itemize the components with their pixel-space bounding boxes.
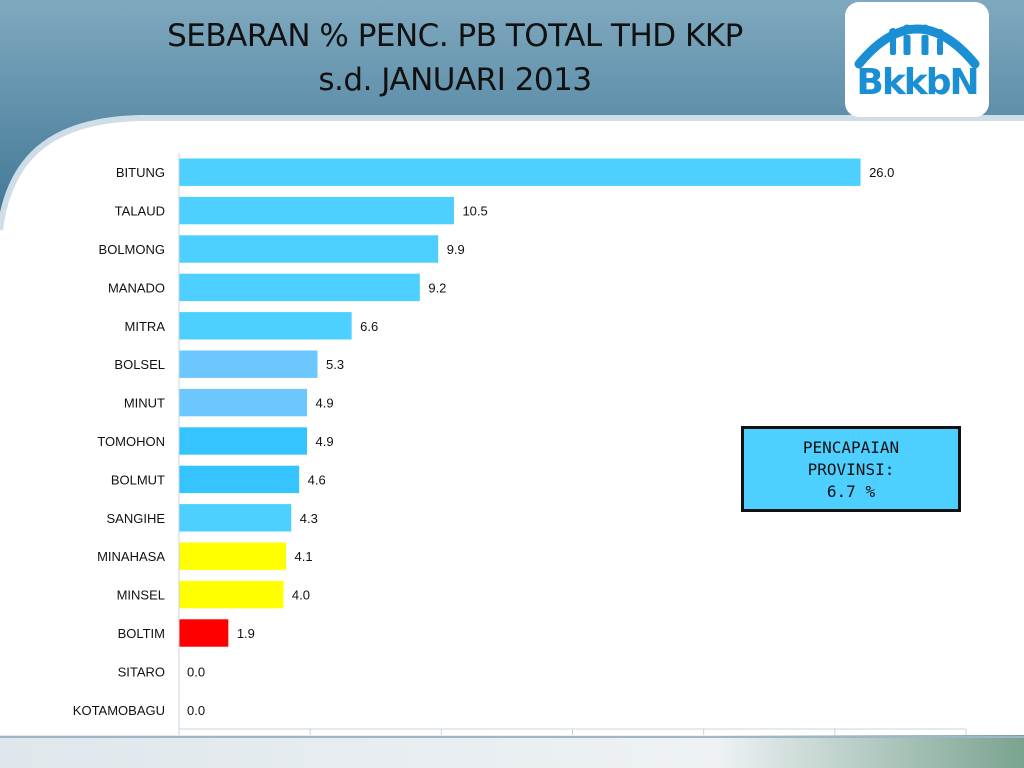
bar-bolmong <box>178 234 440 264</box>
value-label-minut: 4.9 <box>316 396 334 411</box>
bar-minsel <box>178 579 285 610</box>
category-label-bolmut: BOLMUT <box>111 472 165 487</box>
family-arch-icon <box>854 24 980 69</box>
chart-title-line-1: SEBARAN % PENC. PB TOTAL THD KKP <box>167 18 743 54</box>
category-label-mitra: MITRA <box>125 319 166 334</box>
value-label-bolmong: 9.9 <box>447 242 465 257</box>
category-label-sitaro: SITARO <box>118 664 165 679</box>
category-label-minsel: MINSEL <box>117 588 165 603</box>
category-label-sangihe: SANGIHE <box>106 511 165 526</box>
category-label-bolsel: BOLSEL <box>114 357 165 372</box>
value-label-mitra: 6.6 <box>360 319 378 334</box>
category-label-talaud: TALAUD <box>115 204 165 219</box>
bar-mitra <box>178 311 353 341</box>
category-label-tomohon: TOMOHON <box>97 434 165 449</box>
category-label-minahasa: MINAHASA <box>97 549 165 564</box>
bar-minut <box>178 387 309 418</box>
value-label-minsel: 4.0 <box>292 588 310 603</box>
callout-line-2: PROVINSI: <box>807 460 895 479</box>
value-label-sangihe: 4.3 <box>300 511 318 526</box>
value-label-boltim: 1.9 <box>237 626 255 641</box>
bar-talaud <box>178 195 455 226</box>
bar-bitung <box>178 157 862 187</box>
category-label-bolmong: BOLMONG <box>99 242 165 257</box>
bar-tomohon <box>178 426 309 456</box>
value-label-talaud: 10.5 <box>462 204 487 219</box>
category-label-bitung: BITUNG <box>116 165 165 180</box>
value-label-bolmut: 4.6 <box>308 472 326 487</box>
value-label-sitaro: 0.0 <box>187 664 205 679</box>
callout-line-3: 6.7 % <box>826 482 876 501</box>
bar-boltim <box>178 618 230 648</box>
chart-title-line-2: s.d. JANUARI 2013 <box>318 62 592 98</box>
value-label-minahasa: 4.1 <box>295 549 313 564</box>
province-achievement-callout: PENCAPAIAN PROVINSI: 6.7 % <box>741 426 961 512</box>
value-label-bolsel: 5.3 <box>326 357 344 372</box>
category-label-kotamobagu: KOTAMOBAGU <box>73 703 165 718</box>
bar-bolmut <box>178 464 301 495</box>
value-label-bitung: 26.0 <box>869 165 894 180</box>
callout-line-1: PENCAPAIAN <box>802 438 900 457</box>
category-label-minut: MINUT <box>124 396 165 411</box>
value-label-tomohon: 4.9 <box>316 434 334 449</box>
category-label-manado: MANADO <box>108 280 165 295</box>
value-label-kotamobagu: 0.0 <box>187 703 205 718</box>
bar-manado <box>178 272 421 303</box>
bkkbn-logo: BkkbN <box>845 2 989 117</box>
bar-sangihe <box>178 503 293 533</box>
bar-minahasa <box>178 541 288 571</box>
value-label-manado: 9.2 <box>428 280 446 295</box>
logo-text: BkkbN <box>856 62 979 103</box>
bar-bolsel <box>178 349 319 379</box>
category-label-boltim: BOLTIM <box>118 626 165 641</box>
